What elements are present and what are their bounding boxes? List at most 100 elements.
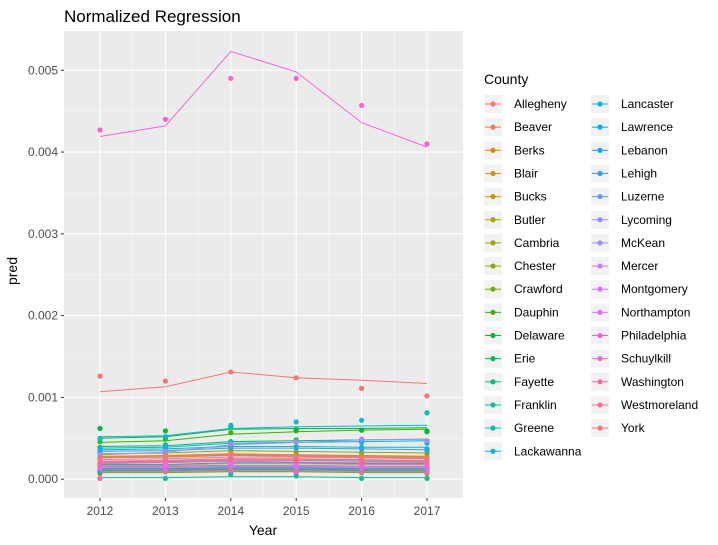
legend-key-point <box>597 147 603 153</box>
data-point <box>293 473 299 479</box>
legend-label: Dauphin <box>514 305 559 319</box>
data-point <box>424 438 430 444</box>
y-tick-label: 0.000 <box>28 472 58 486</box>
legend-key-point <box>490 124 496 130</box>
legend-key-point <box>597 309 603 315</box>
x-tick-label: 2017 <box>414 504 441 518</box>
legend-item-cambria: Cambria <box>484 233 560 252</box>
series-line <box>100 468 427 470</box>
data-point <box>424 393 430 399</box>
plot-panel <box>64 31 463 498</box>
data-point <box>97 455 103 461</box>
legend-key-point <box>490 309 496 315</box>
legend-key-point <box>490 194 496 200</box>
data-point <box>359 469 365 475</box>
legend-key-point <box>490 448 496 454</box>
legend-label: Chester <box>514 259 556 273</box>
series-line <box>99 447 428 452</box>
legend-key-point <box>597 356 603 362</box>
legend-label: Montgomery <box>621 282 688 296</box>
legend-label: Berks <box>514 143 545 157</box>
legend-label: Fayette <box>514 375 554 389</box>
data-point <box>359 454 365 460</box>
series-line <box>99 459 428 463</box>
legend-item-lackawanna: Lackawanna <box>484 442 582 461</box>
legend-item-lawrence: Lawrence <box>591 118 673 137</box>
legend-key-point <box>490 217 496 223</box>
series-york <box>97 451 430 461</box>
series-line <box>100 468 427 471</box>
legend-label: Cambria <box>514 236 560 250</box>
legend-label: Lebanon <box>621 143 668 157</box>
data-point <box>162 434 168 440</box>
series-line <box>99 440 428 449</box>
legend-item-northampton: Northampton <box>591 303 690 322</box>
data-point <box>359 427 365 433</box>
legend-label: Blair <box>514 166 538 180</box>
legend-label: Erie <box>514 352 536 366</box>
legend-item-mercer: Mercer <box>591 257 658 276</box>
legend-item-allegheny: Allegheny <box>484 95 567 113</box>
data-point <box>228 441 234 447</box>
legend-item-chester: Chester <box>484 257 556 276</box>
legend-key-point <box>490 101 496 107</box>
legend-label: Lawrence <box>621 120 673 134</box>
x-tick-label: 2012 <box>87 504 114 518</box>
legend-item-york: York <box>591 419 646 438</box>
legend-title: County <box>484 71 528 87</box>
data-point <box>293 445 299 451</box>
legend-label: Lancaster <box>621 97 674 111</box>
legend-item-mckean: McKean <box>591 233 665 252</box>
data-point <box>359 446 365 452</box>
series-line <box>99 446 427 451</box>
y-tick-label: 0.002 <box>28 309 58 323</box>
y-tick-label: 0.001 <box>28 390 58 404</box>
data-point <box>228 422 234 428</box>
data-point <box>97 127 103 133</box>
series-line <box>100 467 427 470</box>
data-point <box>359 417 365 423</box>
legend-key-point <box>490 379 496 385</box>
data-point <box>162 475 168 481</box>
legend-label: Lackawanna <box>514 444 582 458</box>
series-line <box>100 465 427 468</box>
data-point <box>293 439 299 445</box>
data-point <box>228 430 234 436</box>
series-allegheny <box>97 369 430 399</box>
legend-key-point <box>490 147 496 153</box>
legend-label: Bucks <box>514 190 547 204</box>
legend-key-point <box>597 217 603 223</box>
data-point <box>424 410 430 416</box>
y-tick-label: 0.003 <box>28 227 58 241</box>
data-point <box>162 457 168 463</box>
series-line <box>99 428 428 443</box>
series-line <box>100 471 427 474</box>
legend-item-blair: Blair <box>484 164 538 183</box>
data-point <box>228 451 234 457</box>
legend-key-point <box>490 356 496 362</box>
legend-key-point <box>597 425 603 431</box>
legend-key-point <box>490 170 496 177</box>
data-point <box>293 469 299 475</box>
legend-label: Lehigh <box>621 166 657 180</box>
x-tick-label: 2016 <box>348 504 375 518</box>
data-point <box>424 455 430 461</box>
series-line <box>99 450 428 455</box>
data-point <box>293 375 299 381</box>
data-point <box>293 449 299 455</box>
series-line <box>99 50 428 148</box>
legend-key-point <box>597 379 603 385</box>
legend-label: Luzerne <box>621 190 665 204</box>
chart-title: Normalized Regression <box>64 7 241 26</box>
legend-key-point <box>490 425 496 431</box>
data-point <box>97 425 103 432</box>
legend-label: Westmoreland <box>621 398 698 412</box>
legend-item-delaware: Delaware <box>484 326 565 345</box>
data-point <box>228 75 234 81</box>
series-line <box>99 454 428 458</box>
data-point <box>293 75 299 81</box>
legend-item-montgomery: Montgomery <box>591 280 688 299</box>
data-point <box>359 385 365 391</box>
y-axis-ticks: 0.000 0.001 0.002 0.003 0.004 0.005 <box>28 63 64 486</box>
legend-label: Delaware <box>514 329 565 343</box>
